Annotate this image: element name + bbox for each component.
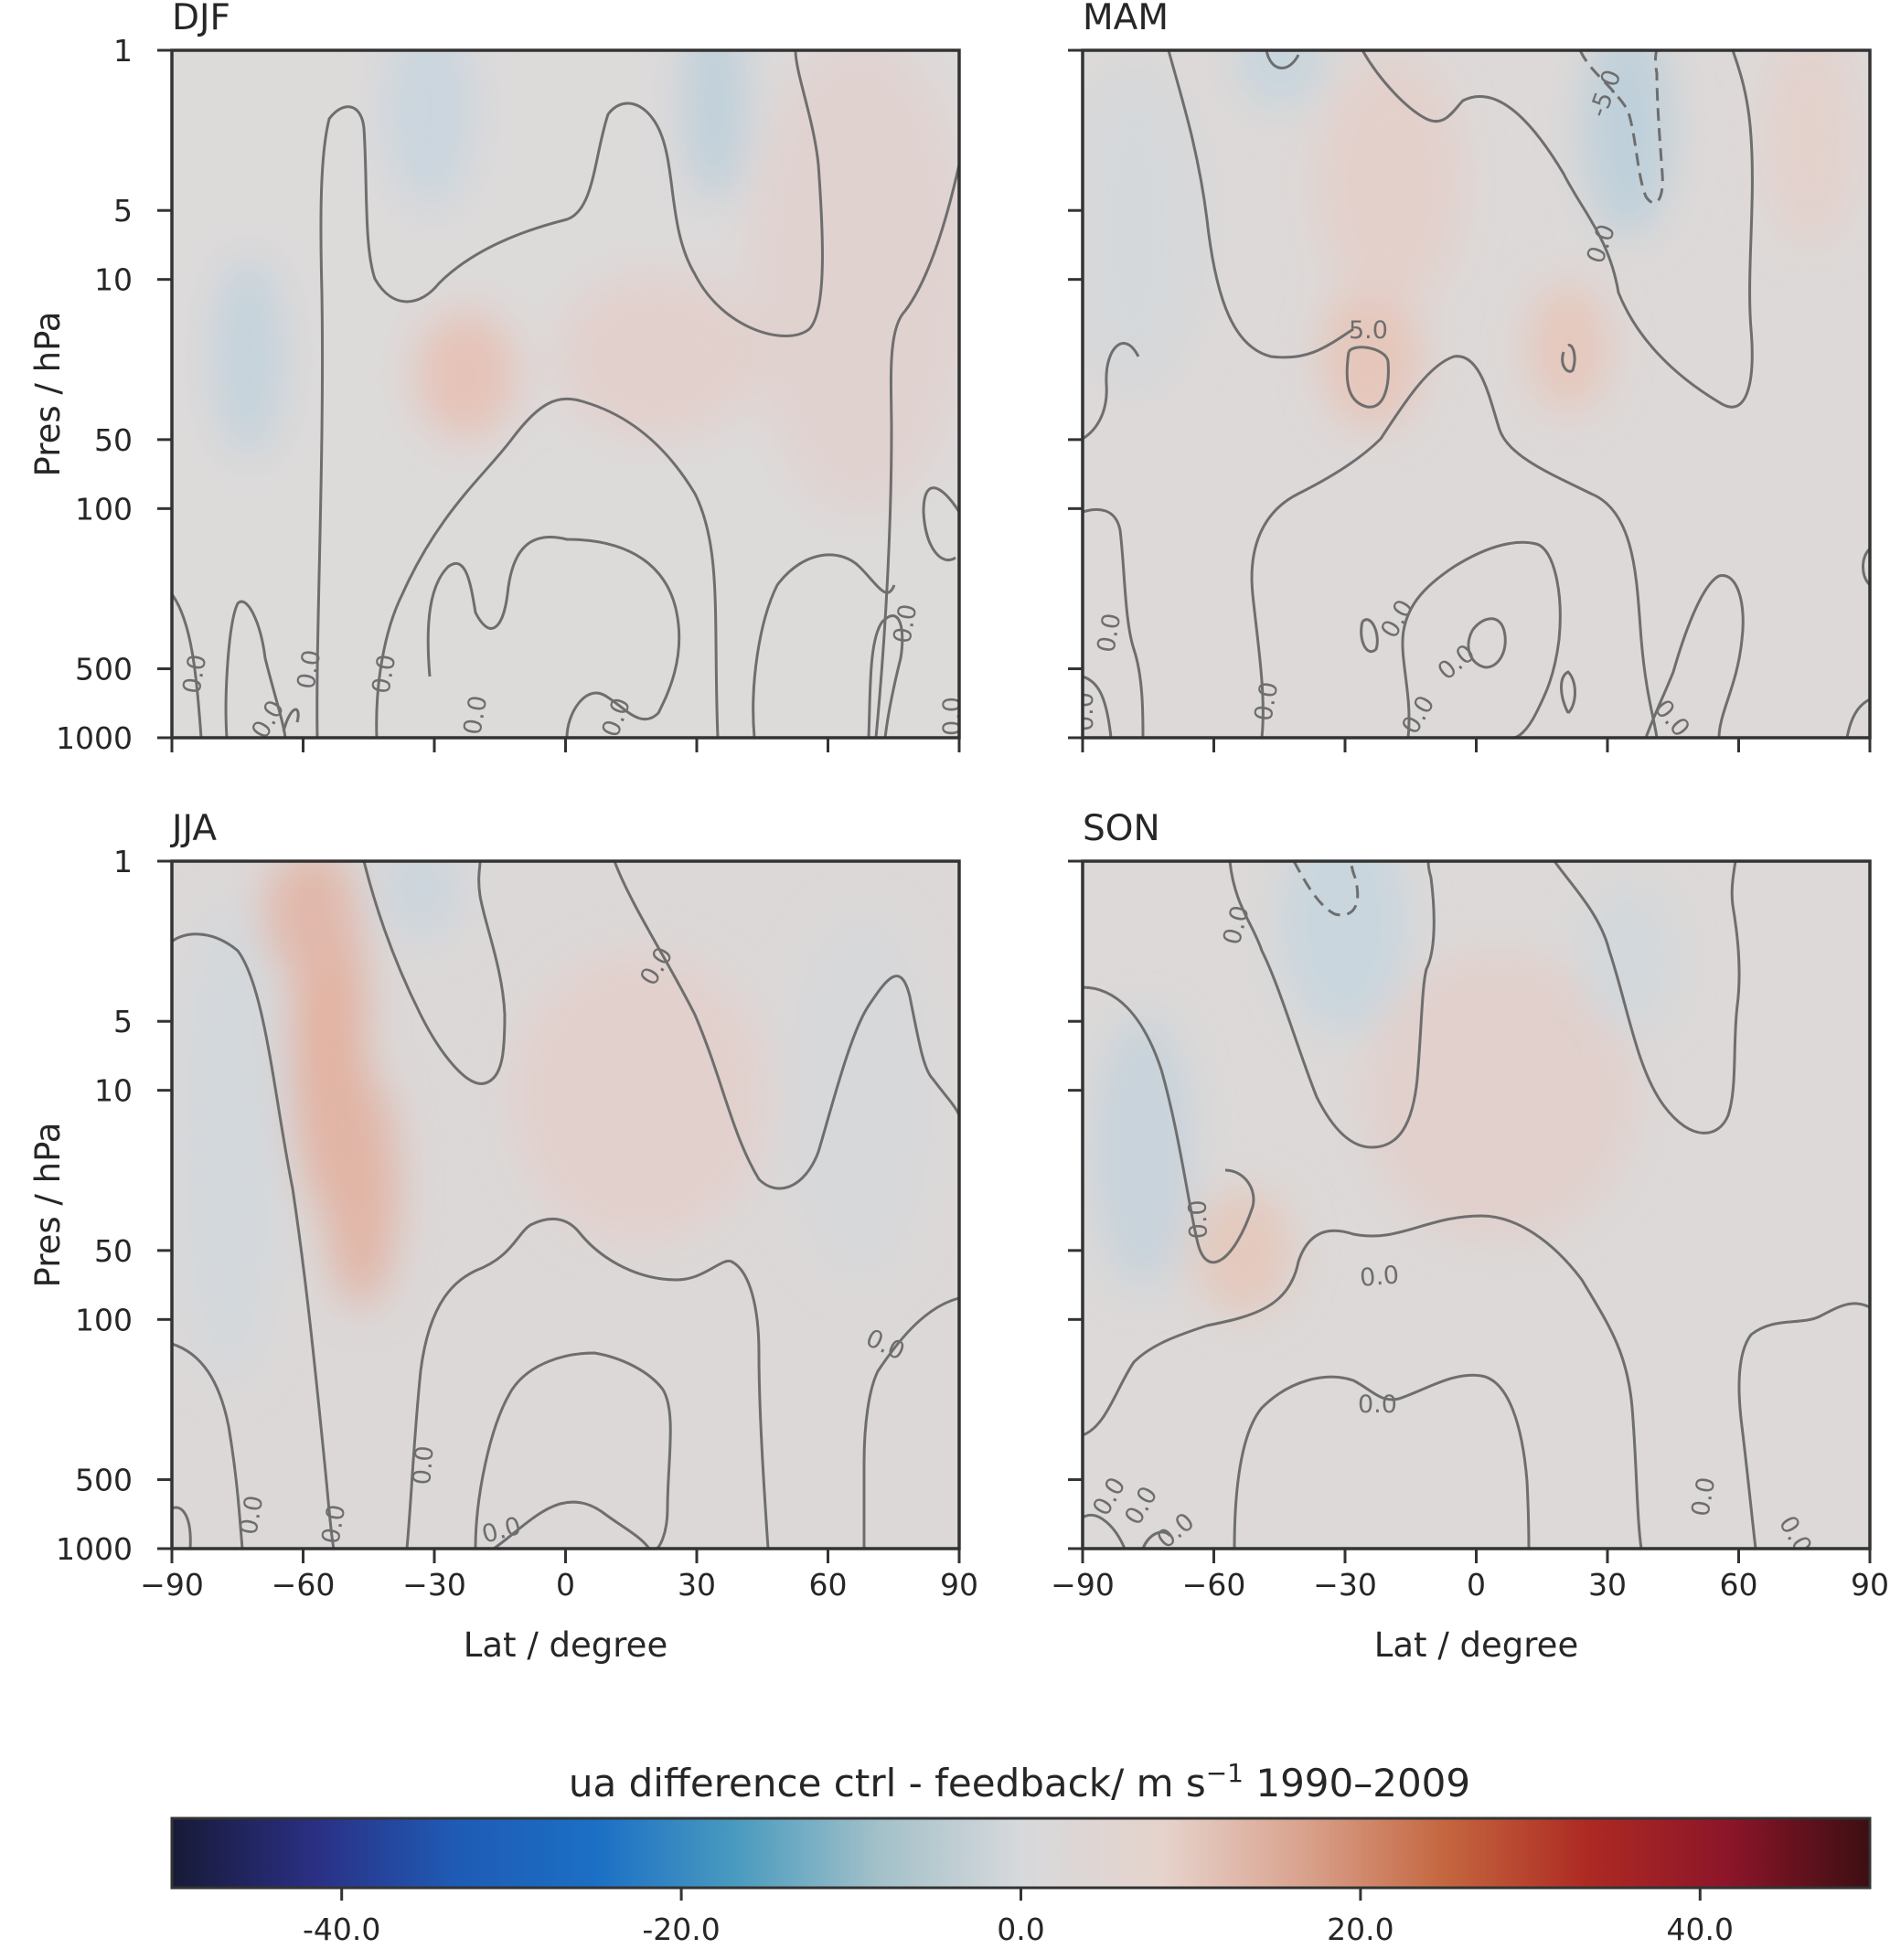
contour-label: 0.0: [408, 1444, 440, 1486]
colorbar-title-text: ua difference ctrl - feedback/ m s: [569, 1761, 1206, 1806]
y-tick-label: 5: [113, 1004, 133, 1039]
y-axis-label: Pres / hPa: [28, 1123, 68, 1288]
panel-title: SON: [1083, 808, 1160, 849]
contour-field: 0.0 0.0 0.0 0.0 0.0 0.0 0.0 0.0 0.0: [1083, 861, 1870, 1549]
y-tick-label: 500: [75, 1463, 133, 1498]
panel-jja: JJA: [169, 808, 959, 1549]
contour-field: 0.0 0.0 0.0 0.0 0.0 0.0 0.0 0.0: [172, 50, 966, 738]
x-tick-label: −60: [1182, 1567, 1246, 1603]
panel-djf: DJF: [172, 0, 966, 738]
panel-son: SON 0.0 0.0: [1083, 808, 1870, 1549]
x-tick-label: 0: [556, 1567, 575, 1603]
contour-label: 0.0: [1071, 692, 1099, 731]
y-tick-label: 100: [75, 491, 133, 527]
contour-label: 0.0: [316, 1503, 351, 1547]
colorbar-ticks: -40.0 -20.0 0.0 20.0 40.0: [303, 1888, 1734, 1947]
colorbar-title-superscript: −1: [1206, 1758, 1244, 1788]
y-tick-label: 1: [113, 844, 133, 879]
contour-label: 5.0: [1349, 316, 1388, 345]
contour-lines: [1083, 50, 1870, 738]
panel-mam: MAM: [1071, 0, 1870, 738]
contour-lines: [172, 861, 959, 1549]
contour-labels: -5.0 0.0 5.0 0.0 0.0 0.0 0.0 0.0 0.0 0.0: [1071, 66, 1695, 738]
contour-label: 0.0: [1249, 680, 1284, 724]
axes: 1 5 10 50 100 500 1000 Pres / hPa: [28, 33, 961, 756]
colorbar-title: ua difference ctrl - feedback/ m s−1 199…: [569, 1758, 1470, 1806]
y-tick-label: 5: [113, 193, 133, 229]
x-tick-label: −30: [1313, 1567, 1377, 1603]
contour-label: 0.0: [367, 653, 401, 697]
contour-lines: [172, 50, 959, 738]
x-tick-label: −30: [402, 1567, 466, 1603]
x-tick-label: 60: [809, 1567, 848, 1603]
x-axis-label: Lat / degree: [1374, 1625, 1578, 1665]
colorbar-gradient: [170, 1816, 1872, 1890]
contour-label: 0.0: [177, 653, 212, 697]
x-tick-label: 90: [940, 1567, 978, 1603]
colorbar-tick-label: -20.0: [642, 1912, 720, 1947]
panel-title: DJF: [172, 0, 230, 38]
x-tick-label: −60: [272, 1567, 336, 1603]
y-tick-label: 1000: [56, 720, 133, 756]
colorbar-tick-label: -40.0: [303, 1912, 380, 1947]
panel-title: JJA: [169, 808, 217, 849]
y-tick-label: 100: [75, 1302, 133, 1337]
x-tick-label: 90: [1851, 1567, 1889, 1603]
contour-label: 0.0: [234, 1494, 269, 1538]
contour-label: 0.0: [1092, 612, 1127, 655]
colorbar-title-years: 1990–2009: [1244, 1761, 1470, 1806]
y-tick-label: 50: [94, 1233, 133, 1269]
contour-label: 0.0: [1358, 1390, 1397, 1419]
y-tick-label: 50: [94, 422, 133, 458]
colorbar: ua difference ctrl - feedback/ m s−1 199…: [170, 1758, 1872, 1947]
x-tick-label: 0: [1467, 1567, 1486, 1603]
contour-field: -5.0 0.0 5.0 0.0 0.0 0.0 0.0 0.0 0.0 0.0: [1071, 50, 1870, 738]
axes: [1068, 48, 1872, 752]
x-tick-label: 60: [1720, 1567, 1758, 1603]
y-tick-label: 10: [94, 1073, 133, 1109]
contour-labels: 0.0 0.0 0.0 0.0 0.0 0.0 0.0 0.0: [177, 602, 966, 738]
y-tick-label: 10: [94, 262, 133, 298]
y-tick-label: 1: [113, 33, 133, 69]
x-tick-label: 30: [678, 1567, 716, 1603]
y-tick-label: 500: [75, 652, 133, 687]
x-tick-label: 30: [1588, 1567, 1627, 1603]
y-tick-label: 1000: [56, 1531, 133, 1567]
contour-lines: [1083, 861, 1870, 1549]
contour-label: 0.0: [938, 697, 966, 736]
x-axis-label: Lat / degree: [464, 1625, 667, 1665]
panel-title: MAM: [1083, 0, 1169, 38]
x-tick-label: −90: [1051, 1567, 1115, 1603]
contour-label: 0.0: [292, 648, 326, 692]
axes: −90 −60 −30 0 30 60 90 Lat / degree: [1051, 859, 1889, 1665]
axes: −90 −60 −30 0 30 60 90 1 5 10 50 100 500 1000 Pres / h…: [28, 844, 978, 1665]
contour-label: 0.0: [888, 602, 923, 646]
contour-label: 0.0: [1184, 1199, 1213, 1240]
contour-label: 0.0: [1359, 1261, 1400, 1293]
colorbar-tick-label: 40.0: [1667, 1912, 1734, 1947]
colorbar-tick-label: 20.0: [1327, 1912, 1393, 1947]
x-tick-label: −90: [140, 1567, 204, 1603]
contour-label: 0.0: [458, 694, 493, 738]
contour-field: 0.0 0.0 0.0 0.0 0.0 0.0: [172, 861, 959, 1549]
colorbar-tick-label: 0.0: [997, 1912, 1044, 1947]
contour-label: 0.0: [1686, 1475, 1721, 1519]
y-axis-label: Pres / hPa: [28, 312, 68, 477]
